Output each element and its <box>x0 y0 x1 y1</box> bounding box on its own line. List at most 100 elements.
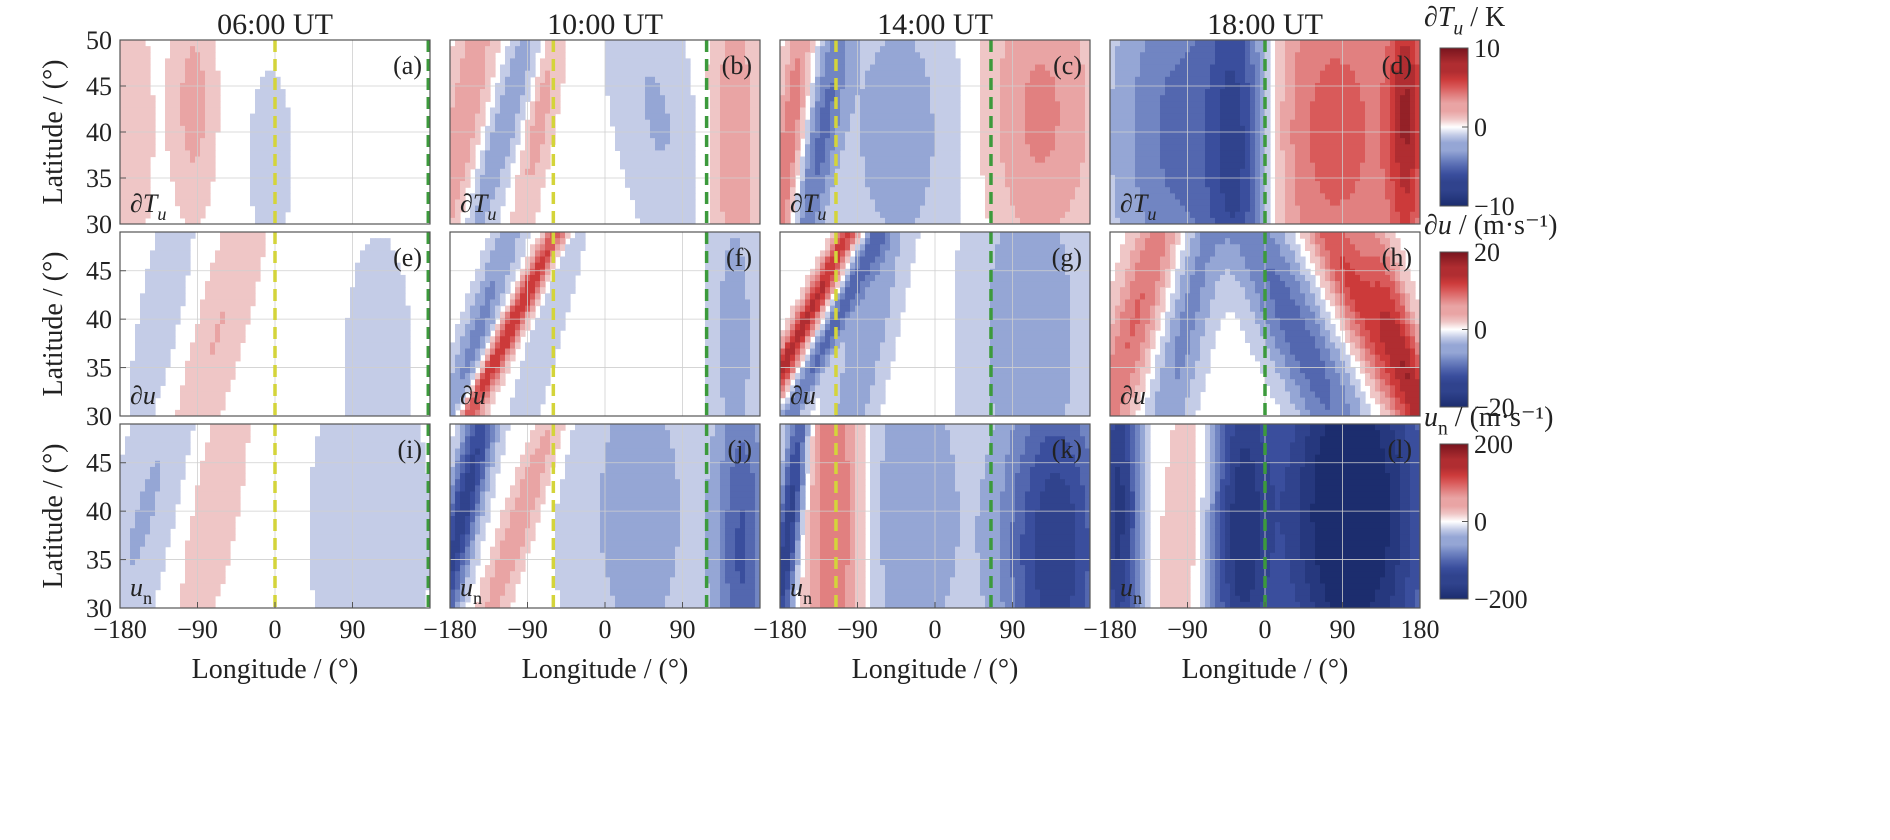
contour-cell <box>1200 212 1206 219</box>
contour-cell <box>1055 144 1061 151</box>
contour-cell <box>175 138 181 145</box>
contour-cell <box>1285 101 1291 108</box>
contour-cell <box>505 107 511 114</box>
contour-cell <box>510 58 516 65</box>
contour-cell <box>955 150 961 157</box>
contour-cell <box>500 77 506 84</box>
contour-cell <box>845 95 851 102</box>
contour-cell <box>1035 101 1041 108</box>
contour-cell <box>135 89 141 96</box>
contour-cell <box>260 95 266 102</box>
contour-cell <box>1200 65 1206 72</box>
contour-cell <box>710 46 716 53</box>
contour-cell <box>630 114 636 121</box>
contour-cell <box>780 132 786 139</box>
contour-cell <box>995 132 1001 139</box>
contour-cell <box>1235 132 1241 139</box>
contour-cell <box>945 163 951 170</box>
panel-label: (a) <box>393 51 422 80</box>
contour-cell <box>540 126 546 133</box>
contour-cell <box>655 132 661 139</box>
contour-cell <box>180 65 186 72</box>
contour-cell <box>535 120 541 127</box>
contour-cell <box>1305 114 1311 121</box>
contour-cell <box>1210 77 1216 84</box>
contour-cell <box>825 77 831 84</box>
contour-cell <box>1285 114 1291 121</box>
contour-cell <box>1025 46 1031 53</box>
contour-cell <box>1005 157 1011 164</box>
contour-cell <box>1310 169 1316 176</box>
contour-cell <box>605 46 611 53</box>
contour-cell <box>1225 138 1231 145</box>
contour-cell <box>475 40 481 47</box>
contour-cell <box>630 144 636 151</box>
contour-cell <box>1175 169 1181 176</box>
contour-cell <box>790 58 796 65</box>
contour-cell <box>1120 107 1126 114</box>
contour-cell <box>720 138 726 145</box>
contour-cell <box>1130 95 1136 102</box>
contour-cell <box>260 138 266 145</box>
contour-cell <box>1070 120 1076 127</box>
contour-cell <box>1195 71 1201 78</box>
contour-cell <box>980 65 986 72</box>
contour-cell <box>905 46 911 53</box>
contour-cell <box>260 144 266 151</box>
contour-cell <box>875 65 881 72</box>
contour-cell <box>795 138 801 145</box>
contour-cell <box>795 101 801 108</box>
contour-cell <box>1040 157 1046 164</box>
contour-cell <box>1000 126 1006 133</box>
contour-cell <box>915 163 921 170</box>
contour-cell <box>940 181 946 188</box>
contour-cell <box>205 120 211 127</box>
contour-cell <box>1055 101 1061 108</box>
contour-cell <box>890 144 896 151</box>
contour-cell <box>460 181 466 188</box>
contour-cell <box>1110 163 1116 170</box>
contour-cell <box>1035 77 1041 84</box>
contour-cell <box>1140 169 1146 176</box>
contour-cell <box>1150 107 1156 114</box>
contour-cell <box>1300 126 1306 133</box>
contour-cell <box>845 40 851 47</box>
contour-cell <box>935 187 941 194</box>
contour-cell <box>475 107 481 114</box>
contour-cell <box>190 107 196 114</box>
contour-cell <box>175 89 181 96</box>
contour-cell <box>1220 65 1226 72</box>
contour-cell <box>1065 181 1071 188</box>
contour-cell <box>865 144 871 151</box>
contour-cell <box>190 58 196 65</box>
contour-cell <box>1130 144 1136 151</box>
contour-cell <box>815 71 821 78</box>
contour-cell <box>645 157 651 164</box>
contour-cell <box>1015 71 1021 78</box>
contour-cell <box>1220 58 1226 65</box>
contour-cell <box>620 132 626 139</box>
contour-cell <box>1015 181 1021 188</box>
contour-cell <box>205 40 211 47</box>
contour-cell <box>785 157 791 164</box>
contour-cell <box>1110 187 1116 194</box>
contour-cell <box>1235 193 1241 200</box>
contour-cell <box>640 144 646 151</box>
contour-cell <box>265 120 271 127</box>
contour-cell <box>285 193 291 200</box>
contour-cell <box>1170 52 1176 59</box>
contour-cell <box>725 107 731 114</box>
contour-cell <box>955 138 961 145</box>
contour-cell <box>205 138 211 145</box>
contour-cell <box>1000 114 1006 121</box>
contour-cell <box>815 120 821 127</box>
contour-cell <box>955 199 961 206</box>
contour-cell <box>905 169 911 176</box>
contour-cell <box>1160 71 1166 78</box>
contour-cell <box>1155 144 1161 151</box>
contour-cell <box>1120 58 1126 65</box>
contour-cell <box>875 40 881 47</box>
contour-cell <box>945 101 951 108</box>
contour-cell <box>665 77 671 84</box>
contour-cell <box>660 132 666 139</box>
